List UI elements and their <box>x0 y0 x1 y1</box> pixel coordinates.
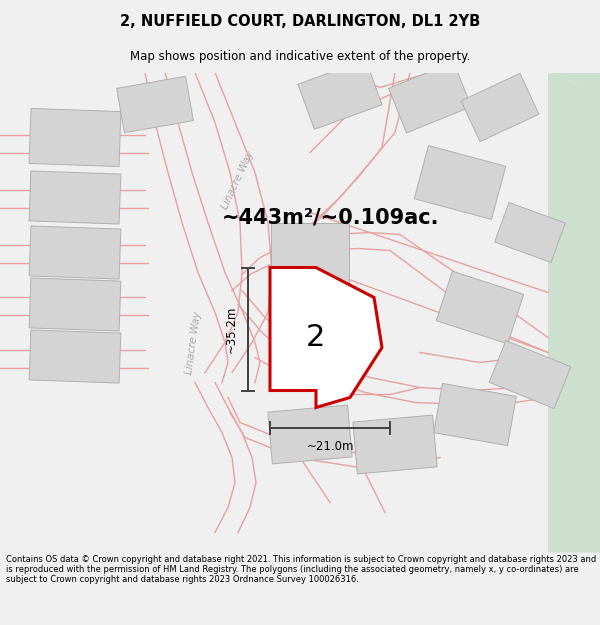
Polygon shape <box>298 59 382 129</box>
Polygon shape <box>494 202 565 262</box>
Polygon shape <box>29 226 121 279</box>
Text: ~443m²/~0.109ac.: ~443m²/~0.109ac. <box>221 208 439 227</box>
Polygon shape <box>29 109 121 166</box>
Text: ~21.0m: ~21.0m <box>306 439 354 452</box>
Polygon shape <box>434 383 516 446</box>
Polygon shape <box>29 171 121 224</box>
Text: 2, NUFFIELD COURT, DARLINGTON, DL1 2YB: 2, NUFFIELD COURT, DARLINGTON, DL1 2YB <box>120 14 480 29</box>
Polygon shape <box>461 73 539 142</box>
Polygon shape <box>116 76 193 132</box>
Text: 2: 2 <box>305 323 325 352</box>
Polygon shape <box>489 341 571 409</box>
Polygon shape <box>271 222 349 292</box>
Polygon shape <box>389 62 472 133</box>
Polygon shape <box>353 415 437 474</box>
Text: Contains OS data © Crown copyright and database right 2021. This information is : Contains OS data © Crown copyright and d… <box>6 554 596 584</box>
Polygon shape <box>436 271 524 344</box>
Polygon shape <box>29 278 121 331</box>
Text: Map shows position and indicative extent of the property.: Map shows position and indicative extent… <box>130 49 470 62</box>
Polygon shape <box>414 146 506 219</box>
Polygon shape <box>270 268 382 408</box>
Polygon shape <box>548 72 600 552</box>
Text: Linacre Way: Linacre Way <box>184 311 202 374</box>
Polygon shape <box>29 330 121 383</box>
Text: Linacre Way: Linacre Way <box>220 149 256 211</box>
Polygon shape <box>548 72 600 92</box>
Polygon shape <box>268 405 352 464</box>
Text: ~35.2m: ~35.2m <box>225 305 238 352</box>
